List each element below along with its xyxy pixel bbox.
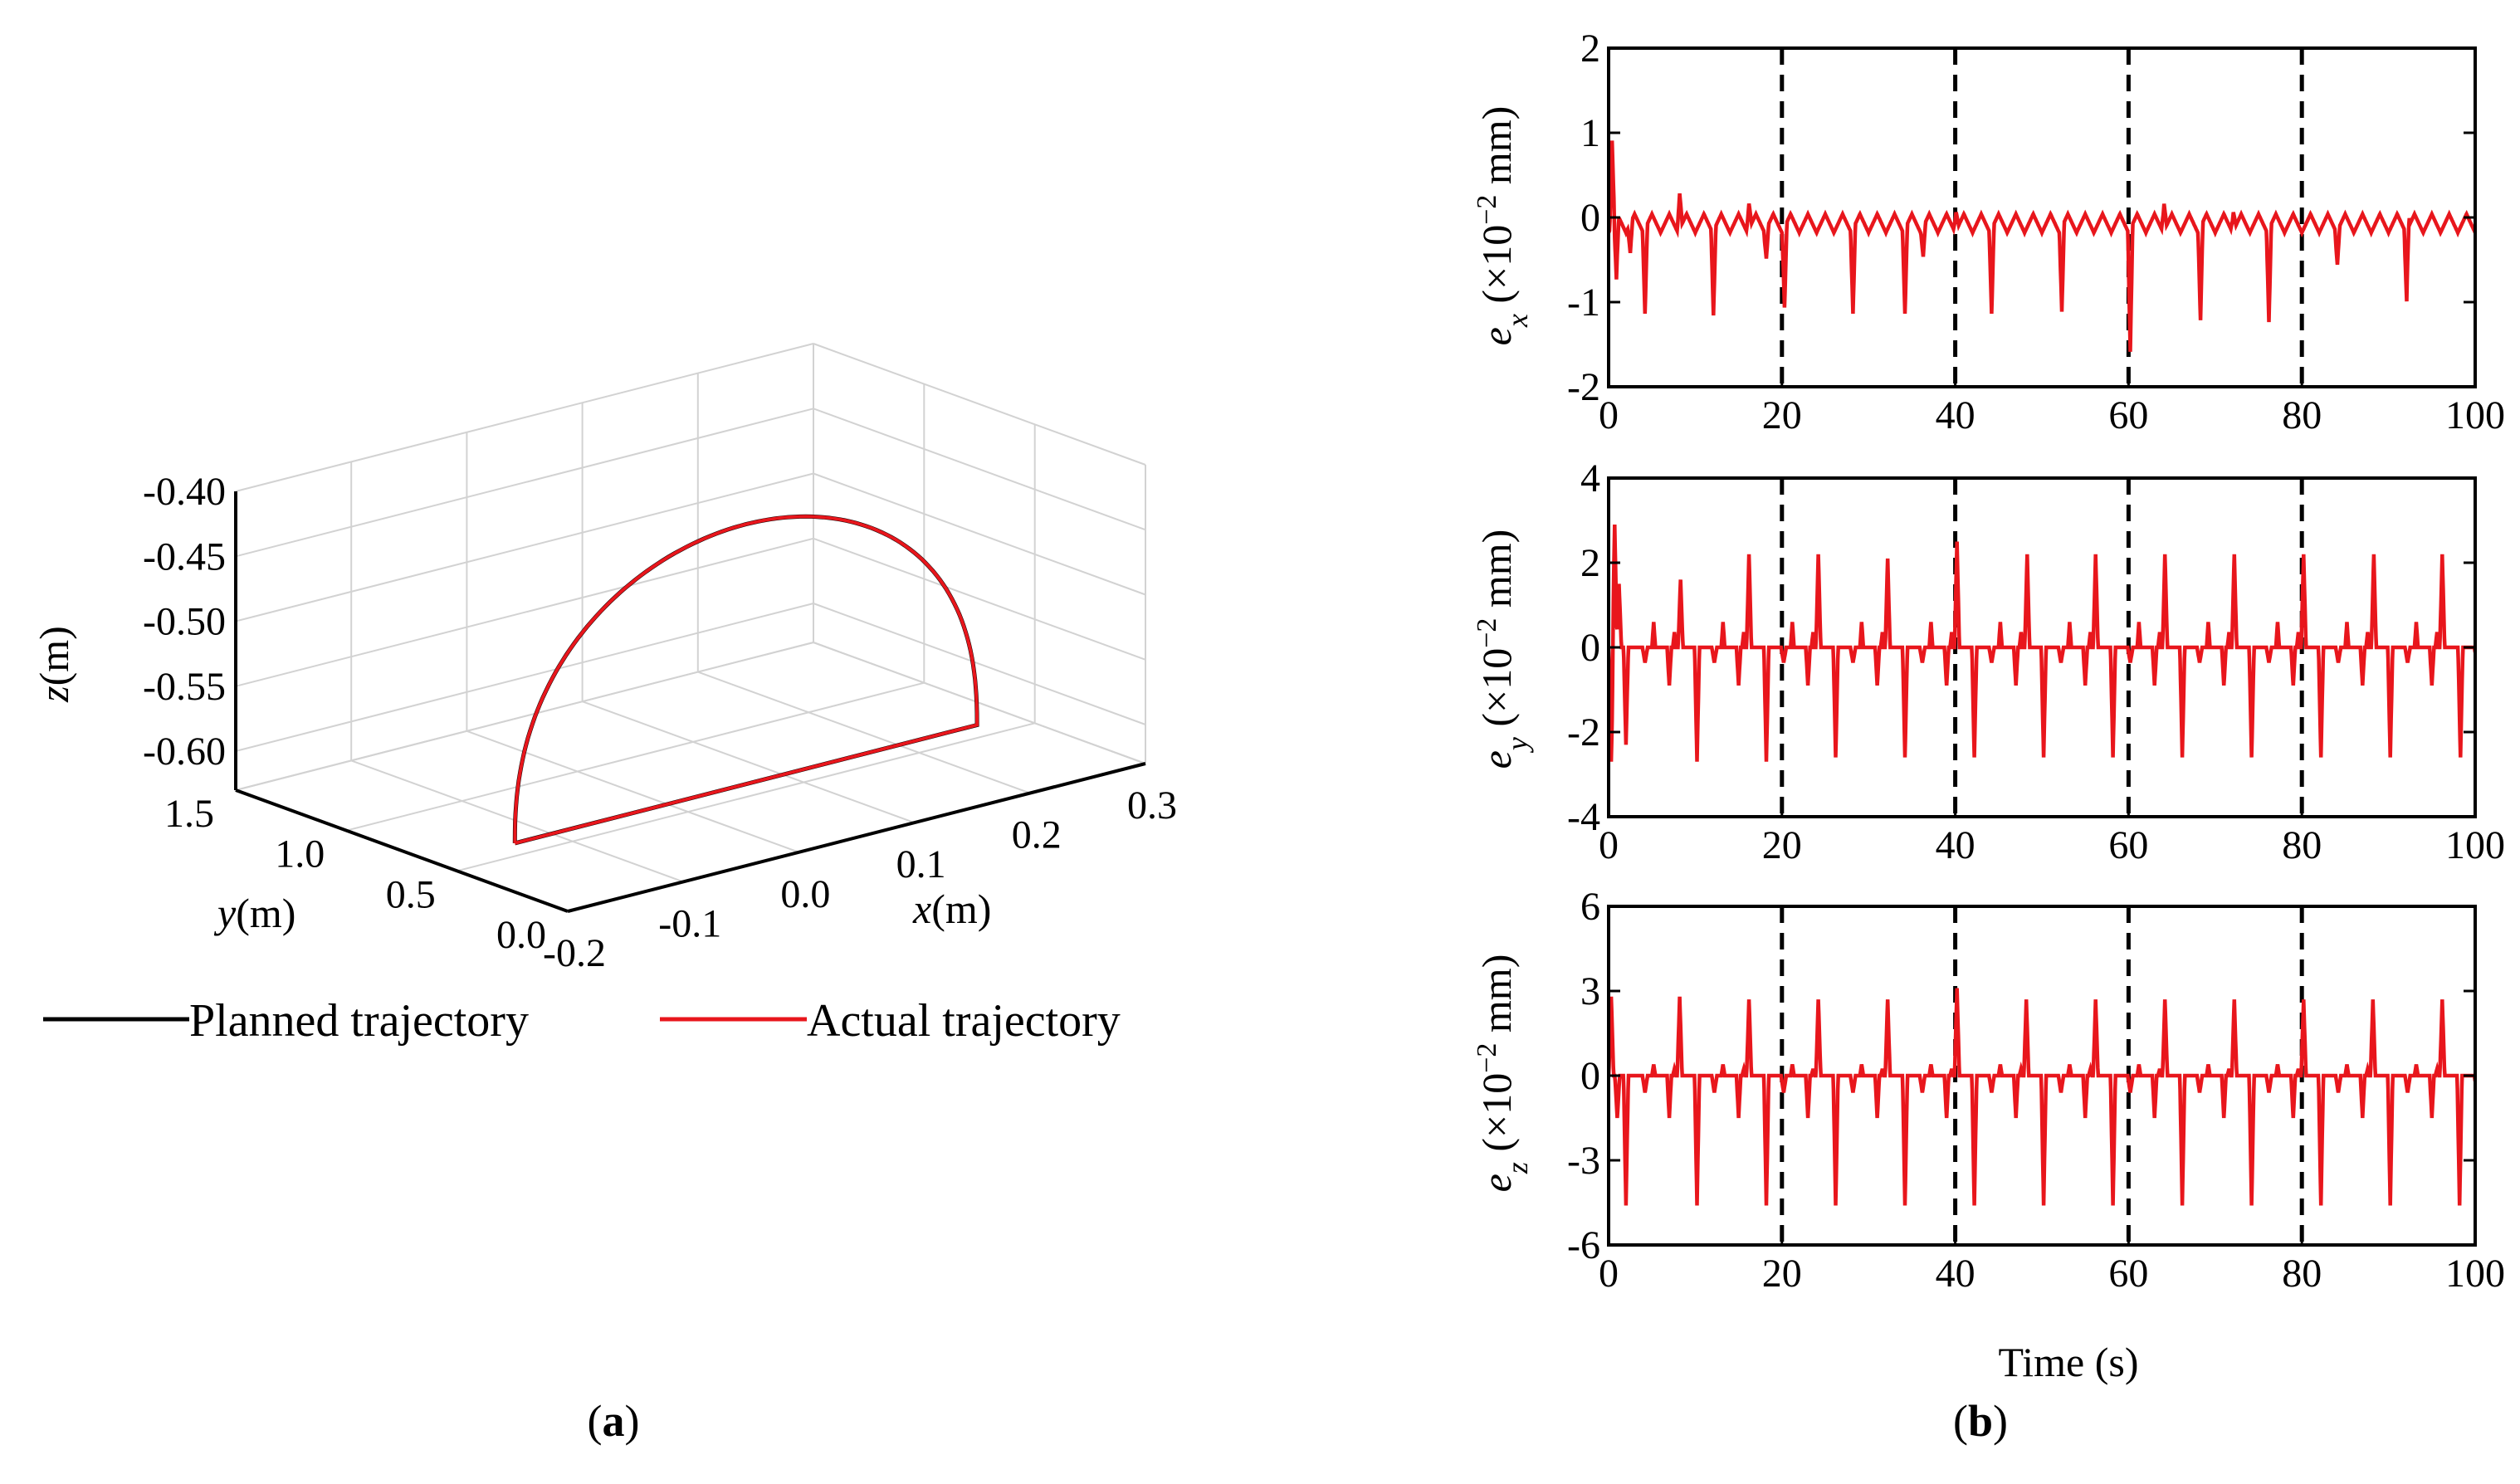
floor-grid-x — [697, 671, 1031, 794]
x-tick-label: 20 — [1762, 823, 1802, 867]
x-tick-label: 0 — [1599, 393, 1619, 437]
z-tick-label: -0.45 — [143, 535, 226, 578]
x-tick-label: 0.3 — [1127, 783, 1177, 827]
x-tick-label: 0 — [1599, 1252, 1619, 1296]
floor-grid-x — [350, 759, 684, 883]
3d-grid — [235, 343, 1146, 912]
z-tick-label: -0.50 — [143, 600, 226, 644]
floor-grid-y — [457, 722, 1035, 872]
x-tick-labels: -0.2 -0.1 0.0 0.1 0.2 0.3 — [543, 783, 1177, 975]
x-axis-label: x(m) — [912, 886, 991, 932]
x-tick-label: 60 — [2108, 393, 2148, 437]
y-tick-label: 1 — [1580, 111, 1600, 155]
y-tick-label: -6 — [1567, 1223, 1600, 1267]
floor-grid-y — [346, 681, 925, 832]
y-axis-label: y(m) — [213, 890, 295, 936]
backwall-grid-z — [235, 642, 814, 791]
x-tick-label: 40 — [1936, 1252, 1975, 1296]
ex-axis-label: ex (×10−2 mm) — [1472, 106, 1535, 346]
error-series-line — [1609, 140, 2475, 352]
x-tick-label: 100 — [2445, 823, 2505, 867]
x-tick-label: 0 — [1599, 823, 1619, 867]
x-tick-label: 20 — [1762, 1252, 1802, 1296]
series-actual-trajectory — [513, 515, 979, 845]
y-tick-labels: 0.0 0.5 1.0 1.5 — [164, 792, 546, 957]
y-tick-label: 2 — [1580, 541, 1600, 585]
y-axis-line — [235, 788, 569, 913]
x-tick-label: -0.2 — [543, 931, 606, 975]
sidewall-grid-z — [813, 603, 1146, 725]
y-tick-label: 4 — [1580, 456, 1600, 500]
ez-axis-label: ez (×10−2 mm) — [1472, 954, 1535, 1193]
backwall-grid-z — [235, 472, 814, 622]
x-tick-label: 0.0 — [780, 872, 830, 916]
legend-label-actual: Actual trajectory — [807, 995, 1121, 1047]
x-tick-label: 80 — [2282, 823, 2322, 867]
backwall-grid-z — [235, 343, 814, 492]
x-tick-label: 80 — [2282, 393, 2322, 437]
3d-axes — [234, 491, 1146, 913]
backwall-grid-z — [235, 603, 814, 752]
x-tick-label: 0.1 — [896, 842, 946, 886]
y-tick-label: 6 — [1580, 885, 1600, 929]
trajectory-3d-chart: -0.40 -0.45 -0.50 -0.55 -0.60 0.0 0.5 1.0 1.5 -… — [31, 343, 1177, 1446]
time-axis-label: Time (s) — [1998, 1339, 2138, 1385]
legend-label-planned: Planned trajectory — [189, 995, 529, 1047]
x-tick-label: 40 — [1936, 823, 1975, 867]
y-tick-label: -1 — [1567, 281, 1600, 325]
x-tick-label: 80 — [2282, 1252, 2322, 1296]
error-series-line — [1609, 988, 2475, 1206]
x-tick-label: 40 — [1936, 393, 1975, 437]
panel-label-b: (b) — [1953, 1396, 2008, 1446]
x-tick-label: 20 — [1762, 393, 1802, 437]
x-tick-label: 100 — [2445, 393, 2505, 437]
x-tick-label: 60 — [2108, 823, 2148, 867]
sidewall-grid-z — [813, 642, 1146, 764]
z-tick-label: -0.60 — [143, 730, 226, 774]
y-tick-label: 1.0 — [275, 832, 325, 876]
error-series-line — [1609, 525, 2475, 762]
ey-axis-label: ey (×10−2 mm) — [1472, 530, 1535, 769]
panel-label-a: (a) — [588, 1396, 640, 1446]
legend: Planned trajectory Actual trajectory — [43, 995, 1121, 1047]
sidewall-grid-z — [813, 472, 1146, 596]
y-tick-label: -2 — [1567, 710, 1600, 754]
y-tick-label: 1.5 — [164, 792, 214, 836]
y-tick-label: 3 — [1580, 969, 1600, 1013]
y-tick-label: 0.0 — [496, 913, 546, 957]
sidewall-grid-z — [813, 408, 1146, 531]
y-tick-label: -2 — [1567, 365, 1600, 409]
y-tick-label: 0.5 — [386, 872, 436, 916]
x-tick-label: 100 — [2445, 1252, 2505, 1296]
y-tick-label: 0 — [1580, 196, 1600, 240]
z-axis-label: z(m) — [31, 626, 77, 703]
y-tick-label: -3 — [1567, 1139, 1600, 1183]
y-tick-label: 0 — [1580, 626, 1600, 670]
x-axis-line — [567, 762, 1146, 913]
x-tick-label: 60 — [2108, 1252, 2148, 1296]
backwall-grid-z — [235, 408, 814, 558]
floor-grid-x — [466, 730, 799, 853]
floor-grid-x — [582, 701, 915, 824]
series-planned-trajectory — [512, 514, 979, 846]
y-tick-label: -4 — [1567, 795, 1600, 839]
y-tick-label: 0 — [1580, 1054, 1600, 1098]
y-tick-label: 2 — [1580, 27, 1600, 71]
x-tick-label: 0.2 — [1012, 813, 1062, 857]
x-tick-label: -0.1 — [658, 901, 721, 945]
z-tick-label: -0.40 — [143, 470, 226, 514]
ex-error-chart: 0 20 40 60 80 100 2 1 0 -1 -2 — [1567, 27, 2505, 437]
z-tick-label: -0.55 — [143, 665, 226, 709]
z-tick-labels: -0.40 -0.45 -0.50 -0.55 -0.60 — [143, 470, 226, 774]
sidewall-grid-z — [813, 537, 1146, 661]
backwall-grid-z — [235, 537, 814, 687]
ez-error-chart: 0 20 40 60 80 100 6 3 0 -3 -6 — [1567, 885, 2505, 1296]
sidewall-grid-z — [813, 343, 1146, 466]
